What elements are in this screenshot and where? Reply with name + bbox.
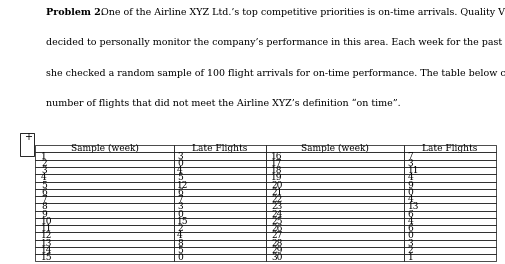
Text: number of flights that did not meet the Airline XYZ’s definition “on time”.: number of flights that did not meet the … [45, 99, 399, 108]
Text: One of the Airline XYZ Ltd.’s top competitive priorities is on-time arrivals. Qu: One of the Airline XYZ Ltd.’s top compet… [95, 8, 505, 17]
Text: +: + [24, 132, 32, 142]
Text: she checked a random sample of 100 flight arrivals for on-time performance. The : she checked a random sample of 100 fligh… [45, 69, 505, 78]
FancyBboxPatch shape [20, 133, 34, 156]
Text: decided to personally monitor the company’s performance in this area. Each week : decided to personally monitor the compan… [45, 38, 505, 47]
Text: Problem 2.: Problem 2. [45, 8, 104, 17]
